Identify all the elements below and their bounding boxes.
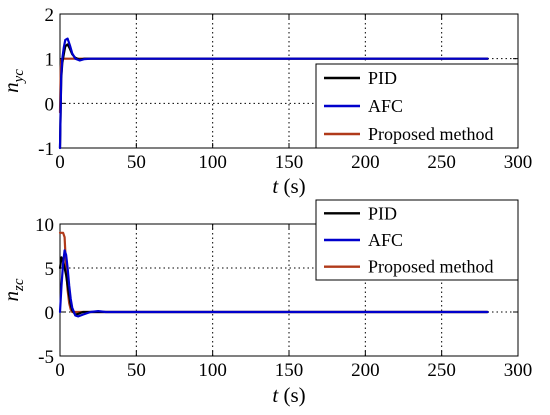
x-tick-label: 100 (198, 152, 227, 173)
x-tick-label: 200 (351, 360, 380, 381)
legend-label: Proposed method (368, 257, 494, 277)
x-axis-label: t (s) (272, 383, 305, 407)
y-axis-variable: n (0, 291, 23, 302)
x-axis-unit: (s) (278, 174, 305, 198)
x-tick-label: 100 (198, 360, 227, 381)
x-axis-variable: t (272, 383, 279, 407)
legend-label: PID (368, 203, 397, 223)
legend-label: Proposed method (368, 124, 494, 144)
y-tick-label: -1 (38, 139, 54, 160)
y-tick-label: 0 (45, 94, 55, 115)
y-tick-label: 0 (45, 303, 55, 324)
x-tick-label: 300 (504, 360, 533, 381)
x-tick-label: 150 (275, 152, 304, 173)
series-line-afc (58, 37, 489, 150)
y-tick-label: -5 (38, 347, 54, 368)
x-tick-label: 0 (55, 152, 65, 173)
y-axis-variable: n (0, 82, 23, 93)
y-tick-label: 10 (35, 215, 54, 236)
x-axis-label: t (s) (272, 174, 305, 198)
y-tick-label: 1 (45, 50, 55, 71)
series-line-afc (58, 249, 489, 318)
y-axis-subscript: yc (11, 69, 27, 85)
y-axis-label: nzc (0, 278, 27, 301)
x-tick-label: 250 (427, 152, 456, 173)
x-tick-label: 250 (427, 360, 456, 381)
legend-label: PID (368, 68, 397, 88)
x-tick-label: 300 (504, 152, 533, 173)
x-axis-unit: (s) (278, 383, 305, 407)
legend: PID AFC Proposed method (315, 63, 519, 149)
x-tick-label: 200 (351, 152, 380, 173)
x-tick-label: 50 (127, 152, 146, 173)
legend-label: AFC (368, 96, 403, 116)
legend: PID AFC Proposed method (315, 199, 519, 281)
y-axis-subscript: zc (11, 278, 27, 292)
x-tick-label: 150 (275, 360, 304, 381)
x-tick-label: 0 (55, 360, 65, 381)
legend-label: AFC (368, 230, 403, 250)
y-tick-label: 2 (45, 5, 55, 26)
x-axis-variable: t (272, 174, 279, 198)
y-tick-label: 5 (45, 259, 55, 280)
x-tick-label: 50 (127, 360, 146, 381)
y-axis-label: nyc (0, 69, 27, 93)
